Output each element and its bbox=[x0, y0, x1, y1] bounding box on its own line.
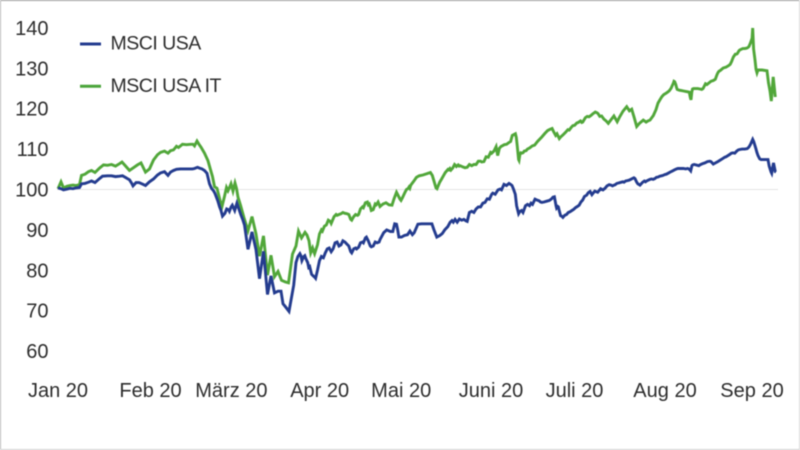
svg-text:110: 110 bbox=[17, 139, 49, 161]
svg-text:Feb 20: Feb 20 bbox=[119, 380, 181, 402]
svg-text:120: 120 bbox=[15, 99, 48, 121]
svg-text:Sep 20: Sep 20 bbox=[720, 380, 783, 402]
svg-text:130: 130 bbox=[15, 58, 48, 80]
svg-text:90: 90 bbox=[26, 220, 48, 242]
svg-text:140: 140 bbox=[15, 18, 48, 40]
svg-text:Apr 20: Apr 20 bbox=[290, 380, 349, 402]
svg-text:Juni 20: Juni 20 bbox=[459, 380, 524, 402]
svg-text:Mai 20: Mai 20 bbox=[371, 380, 431, 402]
svg-text:60: 60 bbox=[26, 341, 48, 363]
svg-text:Juli 20: Juli 20 bbox=[546, 380, 604, 402]
svg-text:Jan 20: Jan 20 bbox=[28, 380, 88, 402]
svg-text:70: 70 bbox=[26, 301, 48, 323]
svg-text:80: 80 bbox=[26, 260, 48, 282]
svg-text:März 20: März 20 bbox=[195, 380, 267, 402]
svg-text:MSCI USA IT: MSCI USA IT bbox=[111, 75, 222, 97]
svg-text:100: 100 bbox=[15, 180, 48, 202]
svg-text:Aug 20: Aug 20 bbox=[633, 380, 696, 402]
svg-text:MSCI USA: MSCI USA bbox=[111, 33, 202, 55]
